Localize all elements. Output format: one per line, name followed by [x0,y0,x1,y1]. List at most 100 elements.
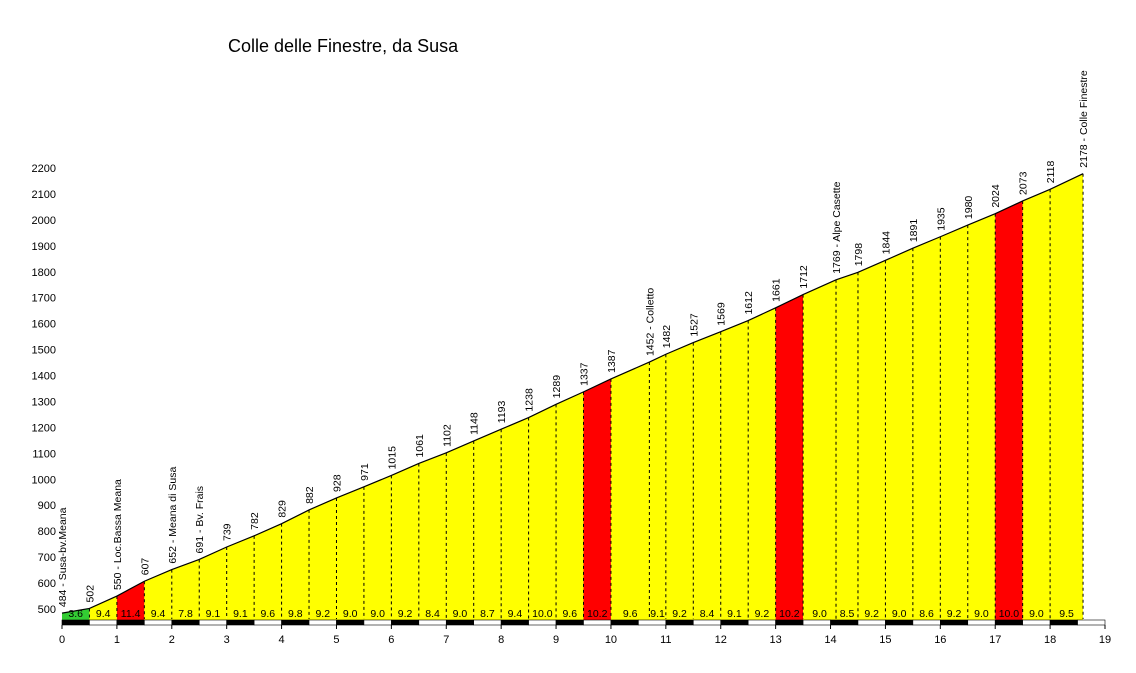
point-label: 1569 [716,302,728,326]
point-label: 2073 [1018,171,1030,195]
x-axis-bar-segment [500,619,529,626]
grade-label: 10.0 [532,608,553,620]
x-axis-bar-segment [775,619,804,626]
grade-label: 10.2 [587,608,608,620]
point-label: 1015 [386,446,398,470]
point-label: 782 [249,512,261,530]
grade-label: 9.1 [650,608,665,620]
segment-steep [116,581,145,620]
point-label: 1935 [935,207,947,231]
chart-title: Colle delle Finestre, da Susa [228,36,459,56]
x-axis-bar-segment [665,619,694,626]
x-tick-label: 13 [770,634,782,646]
grade-label: 9.0 [812,608,827,620]
x-tick-label: 4 [279,634,285,646]
y-tick-label: 500 [38,604,56,616]
x-axis-bar-segment [830,619,859,626]
point-label: 1452 - Colletto [644,288,656,356]
grade-label: 9.0 [370,608,385,620]
point-label: 1844 [880,231,892,255]
point-label: 971 [359,463,371,481]
x-tick-label: 10 [605,634,617,646]
segment-steep [995,200,1023,620]
segment-normal [528,404,557,620]
grade-label: 9.2 [672,608,687,620]
point-label: 550 - Loc.Bassa Meana [112,479,124,590]
x-axis: 0 1 2 3 4 5 6 7 8 9 10 11 12 13 14 15 16 17 18 19 [59,619,1111,646]
grade-label: 9.2 [315,608,330,620]
x-tick-label: 6 [388,634,394,646]
x-axis-bar-segment [967,619,996,626]
x-tick-label: 18 [1044,634,1056,646]
x-tick-label: 11 [660,634,671,646]
point-label: 829 [277,500,289,518]
y-axis: 500 600 700 800 900 1000 1100 1200 1300 1400 1500 1… [32,163,56,616]
segments-layer [62,173,1084,620]
segment-normal [857,260,886,620]
segment-normal [144,569,172,620]
x-axis-bar-segment [281,619,310,626]
grade-label: 8.7 [480,608,495,620]
segment-normal [912,236,941,620]
x-axis-bar-segment [473,619,502,626]
point-label: 1102 [441,424,453,447]
x-tick-label: 0 [59,634,65,646]
x-axis-bar-segment [445,619,475,626]
x-axis-bar-segment [747,619,776,626]
segment-normal [836,272,858,620]
grade-label: 9.2 [398,608,413,620]
segment-normal [748,307,776,620]
point-labels-layer: 484 - Susa-bv.Meana 502 550 - Loc.Bassa Me… [57,70,1090,607]
y-tick-label: 1900 [32,241,56,253]
grade-label: 7.8 [178,608,193,620]
y-tick-label: 2200 [32,163,56,175]
point-label: 1482 [661,325,673,349]
y-tick-label: 2100 [32,189,56,201]
y-tick-label: 1600 [32,319,56,331]
y-tick-label: 1100 [32,448,56,460]
x-axis-bar-segment [885,619,914,626]
x-axis-bar-segment [692,619,722,626]
grade-label: 9.6 [562,608,577,620]
x-axis-bar-segment [391,619,420,626]
segment-normal [199,547,227,620]
x-tick-label: 3 [224,634,230,646]
grade-label: 9.6 [261,608,276,620]
grade-label: 9.2 [947,608,962,620]
segment-steep [775,294,804,620]
grade-label: 9.1 [233,608,248,620]
y-tick-label: 1200 [32,422,56,434]
x-tick-label: 16 [934,634,946,646]
y-tick-label: 2000 [32,215,56,227]
point-label: 1148 [469,412,481,435]
y-tick-label: 1300 [32,396,56,408]
point-label: 1527 [688,313,700,337]
x-axis-bar-segment [253,619,282,626]
grade-label: 8.6 [919,608,934,620]
grade-label: 9.1 [727,608,742,620]
point-label: 928 [331,474,343,492]
y-tick-label: 1500 [32,345,56,357]
y-tick-label: 600 [38,578,56,590]
grade-label: 9.5 [1059,608,1074,620]
segment-normal [885,248,913,620]
grade-label: 10.0 [999,608,1020,620]
segment-normal [473,429,502,620]
x-axis-bar-segment [171,619,200,626]
x-tick-label: 1 [114,634,120,646]
x-axis-bar-segment [610,619,639,626]
point-label: 1337 [579,362,591,386]
x-axis-bar-segment [116,619,145,626]
grade-label: 9.0 [892,608,907,620]
point-label: 2118 [1045,161,1057,184]
point-label: 1387 [606,349,618,373]
x-axis-bar-segment [336,619,365,626]
x-tick-label: 15 [879,634,891,646]
x-tick-label: 19 [1099,634,1111,646]
grade-label: 8.5 [840,608,855,620]
y-tick-label: 800 [38,526,56,538]
point-label: 1612 [743,291,755,315]
segment-normal [610,362,650,620]
segment-normal [391,463,419,620]
x-axis-bar-segment [61,619,90,626]
